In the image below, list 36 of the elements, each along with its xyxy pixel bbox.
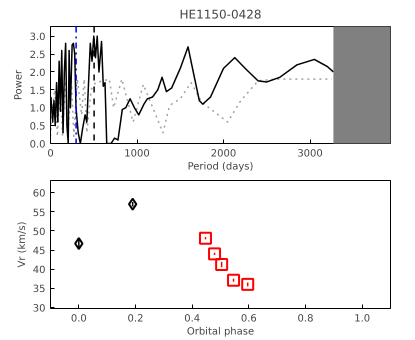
y-axis-title: Power xyxy=(14,68,25,100)
point xyxy=(198,232,212,245)
y-tick-label: 1.5 xyxy=(30,86,46,97)
point xyxy=(227,274,240,287)
y-tick-label: 60 xyxy=(32,188,46,200)
x-tick-label: 0.8 xyxy=(298,314,314,324)
y-tick-label: 35 xyxy=(32,284,46,296)
y-tick-label: 40 xyxy=(32,265,46,276)
x-tick-label: 3000 xyxy=(297,148,323,160)
x-tick-label: 0.4 xyxy=(184,314,200,324)
point xyxy=(241,278,254,291)
y-tick-label: 2.5 xyxy=(30,50,46,62)
point xyxy=(128,198,138,211)
y-tick-label: 0.5 xyxy=(30,122,46,133)
y-tick-label: 2.0 xyxy=(30,68,46,79)
point xyxy=(215,258,228,272)
x-tick-label: 0.6 xyxy=(240,314,257,324)
y-tick-label: 45 xyxy=(32,246,46,258)
x-tick-label: 1000 xyxy=(124,148,150,160)
y-tick-label: 30 xyxy=(32,303,46,314)
x-tick-label: 0 xyxy=(47,148,54,160)
x-axis-title: Period (days) xyxy=(188,162,254,172)
y-tick-label: 55 xyxy=(32,208,46,219)
chart-title: HE1150-0428 xyxy=(179,8,262,22)
x-axis-title: Orbital phase xyxy=(186,326,254,338)
x-tick-label: 1.0 xyxy=(354,314,370,324)
y-axis-title: Vr (km/s) xyxy=(16,221,28,268)
x-tick-label: 2000 xyxy=(210,148,236,160)
y-tick-label: 1.0 xyxy=(30,104,46,115)
point xyxy=(208,247,222,260)
point xyxy=(74,237,84,250)
x-tick-label: 0.0 xyxy=(70,314,87,324)
y-tick-label: 3.0 xyxy=(30,32,46,44)
y-tick-label: 50 xyxy=(32,226,46,238)
y-tick-label: 0.0 xyxy=(30,140,46,150)
x-tick-label: 0.2 xyxy=(128,314,144,324)
